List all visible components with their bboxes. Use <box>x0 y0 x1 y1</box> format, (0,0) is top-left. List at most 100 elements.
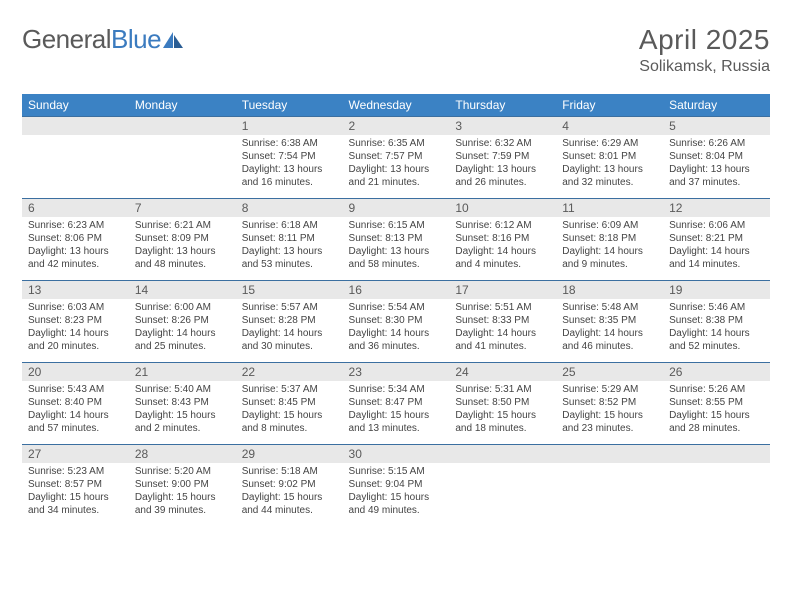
day-details: Sunrise: 5:26 AMSunset: 8:55 PMDaylight:… <box>663 381 770 439</box>
page-header: GeneralBlue April 2025 Solikamsk, Russia <box>22 24 770 76</box>
day-number: 21 <box>129 363 236 381</box>
calendar-day-cell: 8Sunrise: 6:18 AMSunset: 8:11 PMDaylight… <box>236 199 343 281</box>
day-details: Sunrise: 5:15 AMSunset: 9:04 PMDaylight:… <box>343 463 450 521</box>
day-details: Sunrise: 5:37 AMSunset: 8:45 PMDaylight:… <box>236 381 343 439</box>
day-number: 29 <box>236 445 343 463</box>
calendar-day-cell: 28Sunrise: 5:20 AMSunset: 9:00 PMDayligh… <box>129 445 236 527</box>
calendar-day-cell <box>663 445 770 527</box>
day-details: Sunrise: 5:46 AMSunset: 8:38 PMDaylight:… <box>663 299 770 357</box>
calendar-day-cell: 20Sunrise: 5:43 AMSunset: 8:40 PMDayligh… <box>22 363 129 445</box>
calendar-day-cell: 9Sunrise: 6:15 AMSunset: 8:13 PMDaylight… <box>343 199 450 281</box>
calendar-day-cell: 18Sunrise: 5:48 AMSunset: 8:35 PMDayligh… <box>556 281 663 363</box>
day-number: 19 <box>663 281 770 299</box>
day-details: Sunrise: 5:18 AMSunset: 9:02 PMDaylight:… <box>236 463 343 521</box>
calendar-week-row: 20Sunrise: 5:43 AMSunset: 8:40 PMDayligh… <box>22 363 770 445</box>
day-details: Sunrise: 6:03 AMSunset: 8:23 PMDaylight:… <box>22 299 129 357</box>
calendar-day-cell: 1Sunrise: 6:38 AMSunset: 7:54 PMDaylight… <box>236 117 343 199</box>
day-details: Sunrise: 6:15 AMSunset: 8:13 PMDaylight:… <box>343 217 450 275</box>
day-number: 27 <box>22 445 129 463</box>
weekday-header: Sunday <box>22 94 129 117</box>
day-number: 11 <box>556 199 663 217</box>
logo-sail-icon <box>163 32 185 48</box>
weekday-header: Friday <box>556 94 663 117</box>
day-number: 24 <box>449 363 556 381</box>
calendar-day-cell: 6Sunrise: 6:23 AMSunset: 8:06 PMDaylight… <box>22 199 129 281</box>
calendar-day-cell: 30Sunrise: 5:15 AMSunset: 9:04 PMDayligh… <box>343 445 450 527</box>
day-number: 7 <box>129 199 236 217</box>
day-number: 18 <box>556 281 663 299</box>
day-number: 20 <box>22 363 129 381</box>
logo: GeneralBlue <box>22 24 185 55</box>
page-title: April 2025 <box>639 24 770 56</box>
weekday-header-row: SundayMondayTuesdayWednesdayThursdayFrid… <box>22 94 770 117</box>
calendar-day-cell: 26Sunrise: 5:26 AMSunset: 8:55 PMDayligh… <box>663 363 770 445</box>
calendar-week-row: 1Sunrise: 6:38 AMSunset: 7:54 PMDaylight… <box>22 117 770 199</box>
calendar-day-cell: 19Sunrise: 5:46 AMSunset: 8:38 PMDayligh… <box>663 281 770 363</box>
weekday-header: Wednesday <box>343 94 450 117</box>
weekday-header: Saturday <box>663 94 770 117</box>
day-number: 13 <box>22 281 129 299</box>
calendar-day-cell: 22Sunrise: 5:37 AMSunset: 8:45 PMDayligh… <box>236 363 343 445</box>
logo-text-2: Blue <box>111 24 161 55</box>
day-number: 10 <box>449 199 556 217</box>
calendar-day-cell: 2Sunrise: 6:35 AMSunset: 7:57 PMDaylight… <box>343 117 450 199</box>
day-details: Sunrise: 6:18 AMSunset: 8:11 PMDaylight:… <box>236 217 343 275</box>
calendar-day-cell: 10Sunrise: 6:12 AMSunset: 8:16 PMDayligh… <box>449 199 556 281</box>
day-number: 30 <box>343 445 450 463</box>
day-details: Sunrise: 6:38 AMSunset: 7:54 PMDaylight:… <box>236 135 343 193</box>
day-number: 14 <box>129 281 236 299</box>
day-number: 5 <box>663 117 770 135</box>
day-number: 23 <box>343 363 450 381</box>
day-number: 8 <box>236 199 343 217</box>
day-details: Sunrise: 6:35 AMSunset: 7:57 PMDaylight:… <box>343 135 450 193</box>
day-number: 15 <box>236 281 343 299</box>
day-number-empty <box>663 445 770 463</box>
day-details: Sunrise: 6:09 AMSunset: 8:18 PMDaylight:… <box>556 217 663 275</box>
day-details: Sunrise: 5:23 AMSunset: 8:57 PMDaylight:… <box>22 463 129 521</box>
calendar-day-cell: 7Sunrise: 6:21 AMSunset: 8:09 PMDaylight… <box>129 199 236 281</box>
day-number: 16 <box>343 281 450 299</box>
title-block: April 2025 Solikamsk, Russia <box>639 24 770 76</box>
calendar-day-cell: 16Sunrise: 5:54 AMSunset: 8:30 PMDayligh… <box>343 281 450 363</box>
day-number: 28 <box>129 445 236 463</box>
calendar-day-cell <box>449 445 556 527</box>
calendar-body: 1Sunrise: 6:38 AMSunset: 7:54 PMDaylight… <box>22 117 770 527</box>
calendar-day-cell: 21Sunrise: 5:40 AMSunset: 8:43 PMDayligh… <box>129 363 236 445</box>
day-details: Sunrise: 5:31 AMSunset: 8:50 PMDaylight:… <box>449 381 556 439</box>
day-details: Sunrise: 6:12 AMSunset: 8:16 PMDaylight:… <box>449 217 556 275</box>
day-details: Sunrise: 5:54 AMSunset: 8:30 PMDaylight:… <box>343 299 450 357</box>
calendar-day-cell: 27Sunrise: 5:23 AMSunset: 8:57 PMDayligh… <box>22 445 129 527</box>
calendar-day-cell: 29Sunrise: 5:18 AMSunset: 9:02 PMDayligh… <box>236 445 343 527</box>
day-details: Sunrise: 6:32 AMSunset: 7:59 PMDaylight:… <box>449 135 556 193</box>
day-number: 9 <box>343 199 450 217</box>
calendar-week-row: 27Sunrise: 5:23 AMSunset: 8:57 PMDayligh… <box>22 445 770 527</box>
day-details: Sunrise: 5:43 AMSunset: 8:40 PMDaylight:… <box>22 381 129 439</box>
page-subtitle: Solikamsk, Russia <box>639 58 770 76</box>
calendar-day-cell: 14Sunrise: 6:00 AMSunset: 8:26 PMDayligh… <box>129 281 236 363</box>
day-number: 2 <box>343 117 450 135</box>
day-number: 1 <box>236 117 343 135</box>
day-details: Sunrise: 5:29 AMSunset: 8:52 PMDaylight:… <box>556 381 663 439</box>
day-number: 6 <box>22 199 129 217</box>
calendar-day-cell: 4Sunrise: 6:29 AMSunset: 8:01 PMDaylight… <box>556 117 663 199</box>
calendar-day-cell: 24Sunrise: 5:31 AMSunset: 8:50 PMDayligh… <box>449 363 556 445</box>
day-number: 22 <box>236 363 343 381</box>
day-details: Sunrise: 5:20 AMSunset: 9:00 PMDaylight:… <box>129 463 236 521</box>
day-details: Sunrise: 6:00 AMSunset: 8:26 PMDaylight:… <box>129 299 236 357</box>
day-number-empty <box>556 445 663 463</box>
day-details: Sunrise: 6:29 AMSunset: 8:01 PMDaylight:… <box>556 135 663 193</box>
day-details: Sunrise: 6:06 AMSunset: 8:21 PMDaylight:… <box>663 217 770 275</box>
calendar-day-cell: 15Sunrise: 5:57 AMSunset: 8:28 PMDayligh… <box>236 281 343 363</box>
day-number: 3 <box>449 117 556 135</box>
day-details: Sunrise: 5:51 AMSunset: 8:33 PMDaylight:… <box>449 299 556 357</box>
day-details: Sunrise: 6:23 AMSunset: 8:06 PMDaylight:… <box>22 217 129 275</box>
day-details: Sunrise: 5:57 AMSunset: 8:28 PMDaylight:… <box>236 299 343 357</box>
day-number: 26 <box>663 363 770 381</box>
calendar-day-cell: 11Sunrise: 6:09 AMSunset: 8:18 PMDayligh… <box>556 199 663 281</box>
day-number: 17 <box>449 281 556 299</box>
day-details: Sunrise: 5:48 AMSunset: 8:35 PMDaylight:… <box>556 299 663 357</box>
calendar-week-row: 13Sunrise: 6:03 AMSunset: 8:23 PMDayligh… <box>22 281 770 363</box>
day-details: Sunrise: 5:34 AMSunset: 8:47 PMDaylight:… <box>343 381 450 439</box>
calendar-day-cell: 13Sunrise: 6:03 AMSunset: 8:23 PMDayligh… <box>22 281 129 363</box>
calendar-day-cell: 12Sunrise: 6:06 AMSunset: 8:21 PMDayligh… <box>663 199 770 281</box>
